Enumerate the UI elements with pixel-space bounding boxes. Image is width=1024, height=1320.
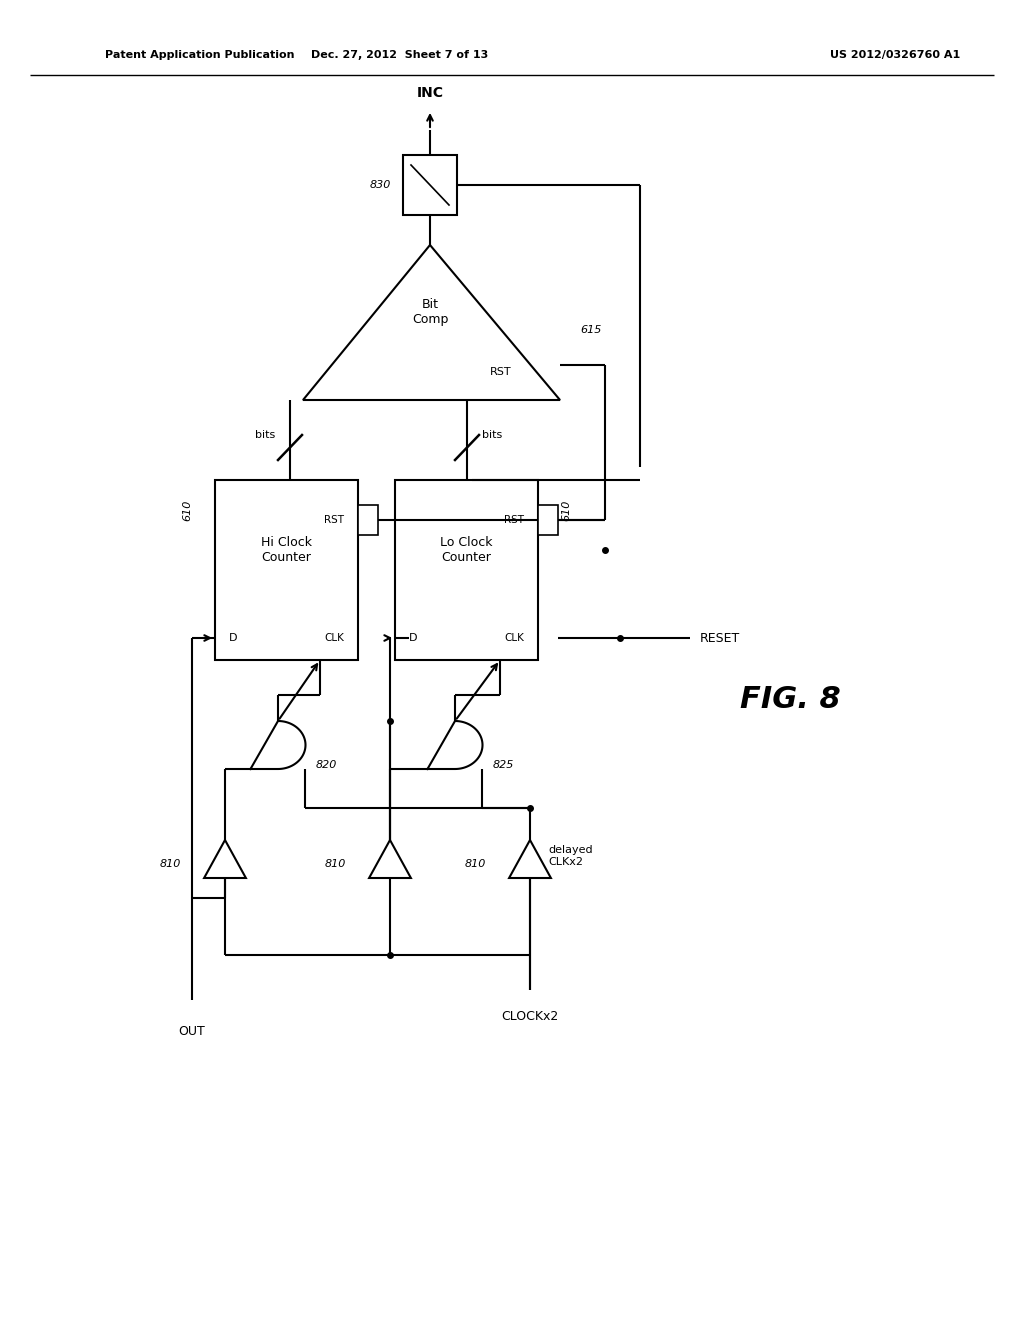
Text: FIG. 8: FIG. 8 xyxy=(739,685,841,714)
Text: RESET: RESET xyxy=(700,631,740,644)
Text: Hi Clock
Counter: Hi Clock Counter xyxy=(261,536,312,564)
Text: D: D xyxy=(409,634,418,643)
Text: 810: 810 xyxy=(160,859,180,869)
Bar xyxy=(215,480,358,660)
Text: bits: bits xyxy=(482,430,502,440)
Text: Bit
Comp: Bit Comp xyxy=(412,298,449,326)
Text: Lo Clock
Counter: Lo Clock Counter xyxy=(440,536,493,564)
Text: 615: 615 xyxy=(580,325,601,335)
Text: 610: 610 xyxy=(182,499,193,520)
Text: 825: 825 xyxy=(493,760,514,770)
Bar xyxy=(403,154,457,215)
Text: OUT: OUT xyxy=(178,1026,206,1038)
Polygon shape xyxy=(251,721,305,770)
Polygon shape xyxy=(427,721,482,770)
Text: CLOCKx2: CLOCKx2 xyxy=(502,1010,559,1023)
Bar xyxy=(395,480,538,660)
Text: delayed
CLKx2: delayed CLKx2 xyxy=(548,845,593,867)
Text: 830: 830 xyxy=(370,180,391,190)
Text: 820: 820 xyxy=(316,760,337,770)
Bar xyxy=(358,506,378,535)
Text: 610: 610 xyxy=(561,499,571,520)
Text: CLK: CLK xyxy=(325,634,344,643)
Text: RST: RST xyxy=(504,515,524,525)
Text: US 2012/0326760 A1: US 2012/0326760 A1 xyxy=(830,50,961,59)
Text: 810: 810 xyxy=(325,859,346,869)
Text: bits: bits xyxy=(255,430,275,440)
Text: CLK: CLK xyxy=(504,634,524,643)
Text: RST: RST xyxy=(490,367,512,378)
Text: 810: 810 xyxy=(464,859,485,869)
Text: INC: INC xyxy=(417,86,443,100)
Text: D: D xyxy=(229,634,238,643)
Text: RST: RST xyxy=(324,515,344,525)
Text: Dec. 27, 2012  Sheet 7 of 13: Dec. 27, 2012 Sheet 7 of 13 xyxy=(311,50,488,59)
Text: Patent Application Publication: Patent Application Publication xyxy=(105,50,295,59)
Bar xyxy=(538,506,558,535)
